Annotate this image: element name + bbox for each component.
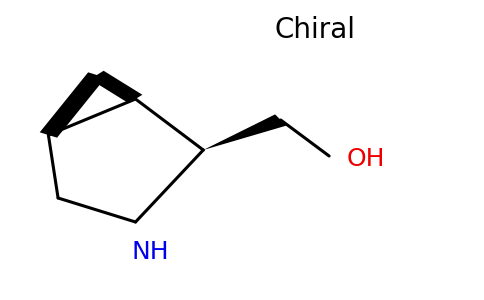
Polygon shape — [90, 71, 142, 103]
Text: NH: NH — [131, 240, 169, 264]
Text: OH: OH — [346, 147, 385, 171]
Polygon shape — [203, 114, 287, 150]
Polygon shape — [40, 72, 106, 138]
Text: Chiral: Chiral — [274, 16, 355, 44]
